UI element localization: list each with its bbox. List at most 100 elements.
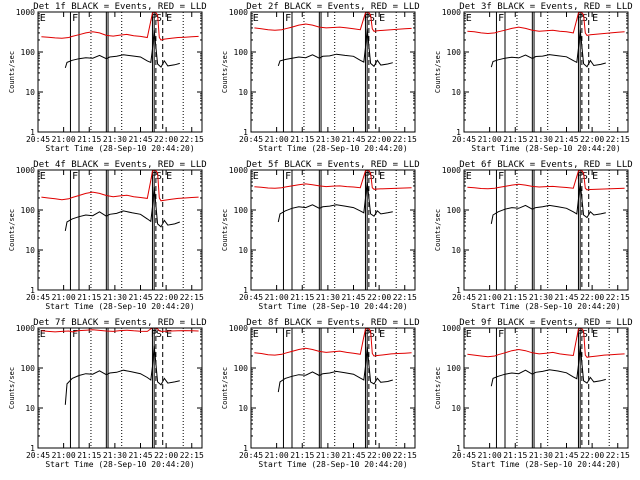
y-tick-label: 10 [238, 404, 248, 413]
marker-letter: F [577, 329, 583, 340]
events-series-line [277, 28, 393, 68]
plot-frame [250, 11, 416, 133]
x-tick-label: 22:00 [367, 293, 391, 302]
y-tick-label: 1000 [229, 8, 248, 17]
y-tick-label: 1 [456, 128, 461, 137]
y-tick-label: 1 [243, 286, 248, 295]
x-tick-label: 22:00 [367, 135, 391, 144]
x-tick-label: 22:00 [154, 135, 178, 144]
x-tick-label: 22:15 [180, 293, 204, 302]
y-tick-label: 1000 [442, 166, 461, 175]
y-axis-label: Counts/sec [221, 51, 229, 93]
x-tick-label: 20:45 [26, 293, 50, 302]
marker-letter: E [379, 13, 385, 24]
x-tick-label: 21:30 [529, 451, 553, 460]
y-tick-label: 100 [234, 206, 249, 215]
marker-letter: S [156, 13, 162, 24]
plot-frame [250, 327, 416, 449]
y-tick-label: 1000 [16, 166, 35, 175]
panel-det-5f: Det 5f BLACK = Events, RED = LLD 1 10 100 10… [221, 160, 420, 311]
x-tick-label: 22:00 [580, 293, 604, 302]
events-series-line [490, 345, 606, 387]
y-tick-label: 10 [451, 88, 461, 97]
plot-title: Det 8f BLACK = Events, RED = LLD [246, 318, 419, 328]
x-tick-label: 21:15 [77, 451, 101, 460]
plot-frame [37, 11, 203, 133]
panel-det-7f: Det 7f BLACK = Events, RED = LLD 1 10 100 10… [8, 318, 207, 469]
x-tick-label: 21:00 [265, 451, 289, 460]
y-tick-label: 100 [234, 48, 249, 57]
x-tick-label: 20:45 [239, 451, 263, 460]
events-series-line [490, 182, 606, 224]
lld-series-line [254, 169, 412, 190]
panel-det-3f: Det 3f BLACK = Events, RED = LLD 1 10 100 10… [434, 2, 633, 153]
y-tick-label: 1 [456, 286, 461, 295]
marker-letter: S [369, 13, 375, 24]
x-tick-label: 21:00 [52, 135, 76, 144]
events-series-line [64, 30, 180, 69]
marker-letter: E [40, 329, 46, 340]
marker-letter: E [592, 171, 598, 182]
marker-letter: F [72, 329, 78, 340]
x-tick-label: 21:15 [77, 293, 101, 302]
x-tick-label: 22:15 [393, 135, 417, 144]
x-tick-label: 21:15 [503, 135, 527, 144]
y-tick-label: 10 [451, 246, 461, 255]
x-tick-label: 21:45 [341, 451, 365, 460]
y-tick-label: 10 [451, 404, 461, 413]
marker-letter: F [285, 13, 291, 24]
y-tick-label: 100 [234, 364, 249, 373]
plot-title: Det 1f BLACK = Events, RED = LLD [33, 2, 206, 12]
y-tick-label: 10 [25, 246, 35, 255]
marker-letter: E [592, 329, 598, 340]
marker-letter: F [364, 13, 370, 24]
marker-letter: E [166, 13, 172, 24]
y-tick-label: 10 [25, 88, 35, 97]
marker-letter: E [592, 13, 598, 24]
lld-series-line [41, 327, 199, 333]
y-tick-label: 1000 [442, 8, 461, 17]
x-tick-label: 22:15 [393, 293, 417, 302]
lld-series-line [254, 327, 412, 357]
x-tick-label: 21:00 [52, 451, 76, 460]
y-tick-label: 100 [447, 48, 462, 57]
marker-letter: F [498, 171, 504, 182]
events-series-line [277, 346, 393, 393]
x-tick-label: 21:15 [503, 293, 527, 302]
marker-letter: E [253, 329, 259, 340]
panel-det-8f: Det 8f BLACK = Events, RED = LLD 1 10 100 10… [221, 318, 420, 469]
plot-frame [37, 327, 203, 449]
marker-letter: E [166, 329, 172, 340]
events-series-line [64, 345, 180, 405]
x-tick-label: 21:15 [503, 451, 527, 460]
marker-letter: S [156, 329, 162, 340]
x-tick-label: 22:15 [606, 451, 630, 460]
marker-letter: F [364, 171, 370, 182]
y-tick-label: 1000 [16, 8, 35, 17]
x-axis-label: Start Time (28-Sep-10 20:44:20) [258, 302, 407, 311]
x-tick-label: 22:15 [606, 293, 630, 302]
y-tick-label: 10 [238, 246, 248, 255]
x-tick-label: 21:45 [128, 293, 152, 302]
marker-letter: F [151, 13, 157, 24]
marker-letter: F [498, 329, 504, 340]
marker-letter: S [582, 13, 588, 24]
y-tick-label: 1 [243, 444, 248, 453]
x-tick-label: 20:45 [239, 293, 263, 302]
x-tick-label: 21:15 [290, 135, 314, 144]
events-series-line [277, 181, 393, 223]
y-axis-label: Counts/sec [434, 367, 442, 409]
x-tick-label: 21:30 [529, 135, 553, 144]
marker-letter: F [285, 329, 291, 340]
x-tick-label: 21:45 [128, 451, 152, 460]
x-tick-label: 21:45 [128, 135, 152, 144]
x-tick-label: 21:00 [265, 293, 289, 302]
events-series-line [490, 29, 606, 68]
x-tick-label: 22:15 [393, 451, 417, 460]
plot-frame [463, 169, 629, 291]
x-axis-label: Start Time (28-Sep-10 20:44:20) [471, 302, 620, 311]
x-axis-label: Start Time (28-Sep-10 20:44:20) [45, 144, 194, 153]
lld-series-line [467, 169, 625, 191]
x-tick-label: 20:45 [452, 135, 476, 144]
